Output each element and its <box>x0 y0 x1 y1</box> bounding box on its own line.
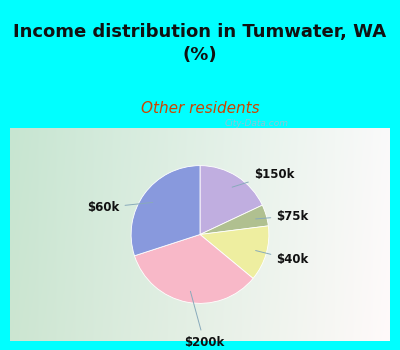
Text: Other residents: Other residents <box>141 101 259 116</box>
Wedge shape <box>200 205 268 235</box>
Text: $150k: $150k <box>232 168 294 187</box>
Text: Income distribution in Tumwater, WA
(%): Income distribution in Tumwater, WA (%) <box>14 23 386 63</box>
Wedge shape <box>200 226 269 278</box>
Wedge shape <box>200 166 262 234</box>
Text: $60k: $60k <box>87 201 153 214</box>
Wedge shape <box>134 234 253 303</box>
Wedge shape <box>131 166 200 256</box>
Text: City-Data.com: City-Data.com <box>224 119 288 128</box>
Text: $40k: $40k <box>256 251 308 266</box>
Text: $75k: $75k <box>256 210 308 223</box>
Text: $200k: $200k <box>184 291 224 349</box>
